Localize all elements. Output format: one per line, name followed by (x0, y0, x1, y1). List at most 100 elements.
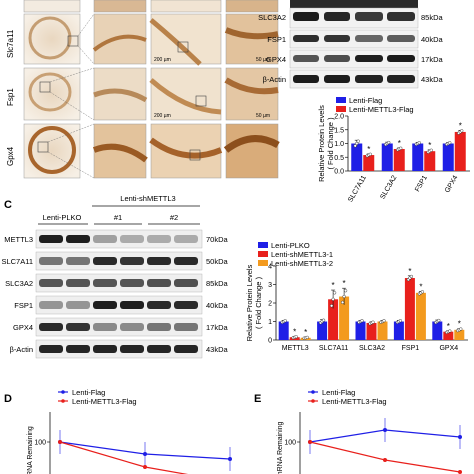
ihc-grid: 200 µm 50 µm 200 µm 50 µm (23, 0, 280, 179)
blot-group-label: #2 (170, 213, 178, 222)
band (147, 301, 171, 309)
band (147, 345, 171, 353)
blot-kda-label: 40kDa (206, 301, 229, 310)
blot-protein-label: SLC3A2 (5, 279, 33, 288)
tissue-stain (224, 27, 279, 40)
significance-mark: * (428, 141, 431, 150)
data-point (387, 140, 391, 145)
legend-label: Lenti-METTL3-Flag (322, 397, 387, 406)
legend-marker (311, 399, 315, 403)
bar (393, 321, 404, 340)
bar (363, 155, 375, 171)
zoom-box (39, 81, 51, 93)
blot-protein-label: β-Actin (10, 345, 34, 354)
band (324, 55, 350, 62)
bar (381, 143, 393, 171)
bar (443, 331, 454, 340)
panel-letter: C (4, 199, 12, 211)
ihc-row-label: Slc7a11 (6, 29, 15, 58)
data-point (448, 141, 452, 145)
scale-bar-label: 50 µm (256, 113, 270, 119)
legend-label: Lenti-Flag (322, 388, 355, 397)
bar (339, 296, 350, 340)
legend-label: Lenti-Flag (349, 96, 382, 105)
ihc-image (23, 67, 81, 121)
data-point (305, 335, 309, 339)
blot-kda-label: 50kDa (206, 257, 229, 266)
zoom-box (67, 35, 79, 47)
band (93, 279, 117, 287)
scale-bar-label: 200 µm (154, 57, 171, 63)
legend-label: Lenti-PLKO (271, 241, 310, 250)
band (324, 75, 350, 83)
bar (355, 321, 366, 340)
scale-bar-label: 50 µm (256, 57, 270, 63)
x-tick-label: SLC7A11 (319, 345, 349, 352)
significance-mark: * (408, 267, 411, 276)
blot-kda-label: 70kDa (206, 235, 229, 244)
blot-protein-label: β-Actin (263, 75, 287, 84)
x-tick-label: GPX4 (439, 345, 458, 352)
band (355, 12, 383, 21)
y-axis-label-line: ( Fold Change ) (326, 117, 335, 170)
data-point (356, 139, 360, 143)
bar (351, 143, 363, 171)
data-point (459, 327, 463, 331)
tissue-stain (224, 77, 279, 95)
blot-protein-label: FSP1 (267, 35, 286, 44)
blot-group-label: Lenti-PLKO (43, 213, 82, 222)
band (387, 75, 415, 83)
zoom-connector (49, 91, 95, 121)
blot-protein-label: GPX4 (13, 323, 33, 332)
blot-strip (289, 49, 419, 69)
y-tick-label: 2.0 (334, 114, 344, 121)
band (174, 235, 198, 243)
band (147, 257, 171, 265)
legend-label: Lenti-METTL3-Flag (72, 397, 137, 406)
tissue-stain (93, 88, 148, 103)
band (39, 257, 63, 265)
blot-kda-label: 43kDa (421, 75, 444, 84)
zoom-connector (77, 45, 95, 65)
data-point (58, 440, 62, 444)
blot-kda-label: 85kDa (421, 13, 444, 22)
blot-strip (290, 0, 418, 8)
x-tick-label: SLC3A2 (379, 174, 398, 200)
y-axis-label: 11 mRNA Remaining (277, 421, 284, 474)
data-point (368, 152, 372, 156)
data-point (341, 300, 345, 304)
band (355, 75, 383, 83)
zoom-box (37, 141, 49, 153)
significance-mark: * (447, 322, 450, 331)
y-tick-label: 4 (268, 264, 272, 271)
significance-mark: * (398, 139, 401, 148)
blot-protein-label: GPX4 (266, 55, 286, 64)
y-axis-label-line: Relative Protein Levels (245, 264, 254, 341)
significance-mark: * (343, 279, 346, 288)
ihc-image (93, 123, 147, 179)
blot-strip (35, 229, 203, 249)
blot-strip (35, 273, 203, 293)
zoom-box (195, 95, 207, 107)
bar (328, 299, 339, 340)
band (387, 12, 415, 21)
band (66, 323, 90, 331)
blot-strip (289, 69, 419, 89)
band (93, 301, 117, 309)
significance-mark: * (332, 281, 335, 290)
band (324, 35, 350, 42)
zoom-connector (77, 13, 95, 37)
band (66, 235, 90, 243)
band (120, 301, 144, 309)
band (387, 55, 415, 62)
data-point (458, 470, 462, 474)
y-tick-label: 100 (284, 440, 296, 447)
significance-mark: * (458, 320, 461, 329)
legend-marker (311, 390, 315, 394)
x-tick-label: SLC3A2 (359, 345, 385, 352)
zoom-connector (49, 67, 95, 83)
data-point (360, 319, 364, 323)
data-point (429, 148, 433, 152)
x-tick-label: METTL3 (282, 345, 309, 352)
